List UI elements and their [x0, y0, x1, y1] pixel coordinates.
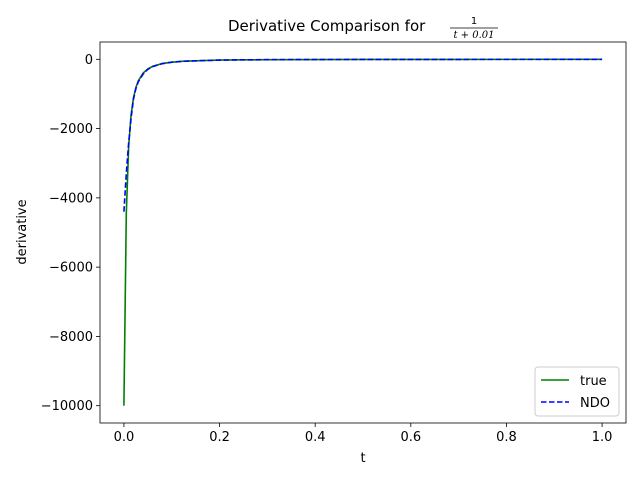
legend-label-ndo: NDO — [580, 396, 610, 411]
x-tick-label: 0.8 — [496, 430, 517, 445]
plot-frame — [99, 41, 627, 424]
y-tick-label: −10000 — [41, 399, 93, 414]
x-axis-label: t — [360, 451, 365, 466]
y-axis-ticks: 0 −2000 −4000 −6000 −8000 −10000 — [41, 53, 100, 414]
x-axis-ticks: 0.0 0.2 0.4 0.6 0.8 1.0 — [114, 423, 613, 445]
y-tick-label: −8000 — [49, 330, 93, 345]
y-tick-label: −4000 — [49, 191, 93, 206]
y-axis-label: derivative — [15, 199, 30, 264]
chart-title: Derivative Comparison for 1 t + 0.01 — [228, 16, 498, 41]
series-line-ndo — [123, 58, 603, 212]
y-tick-label: 0 — [85, 53, 93, 68]
chart-title-denominator: t + 0.01 — [453, 30, 494, 41]
y-tick-label: −6000 — [49, 261, 93, 276]
x-tick-label: 0.6 — [400, 430, 421, 445]
y-tick-label: −2000 — [49, 122, 93, 137]
x-tick-label: 1.0 — [592, 430, 613, 445]
x-tick-label: 0.0 — [114, 430, 135, 445]
legend-label-true: true — [580, 374, 607, 389]
x-tick-label: 0.2 — [209, 430, 230, 445]
chart-title-numerator: 1 — [471, 16, 477, 27]
chart-title-prefix: Derivative Comparison for — [228, 17, 430, 35]
x-tick-label: 0.4 — [305, 430, 326, 445]
legend: true NDO — [534, 366, 620, 417]
